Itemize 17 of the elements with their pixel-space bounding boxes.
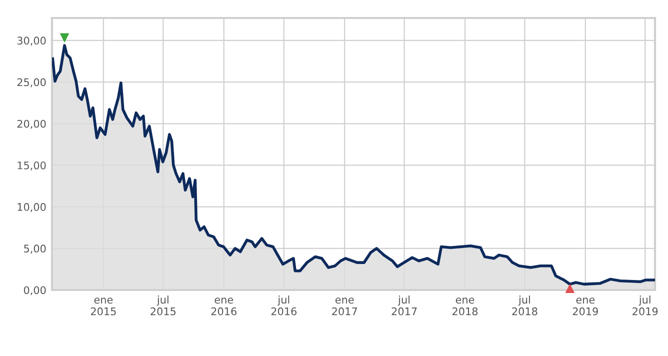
x-tick-label: jul 2016	[271, 296, 296, 316]
x-tick-label: ene 2018	[452, 298, 478, 316]
y-tick-label: 15,00	[18, 161, 46, 170]
x-tick-label: jul 2019	[632, 296, 658, 316]
x-tick-label: jul 2018	[512, 296, 538, 316]
y-tick-label: 25,00	[17, 78, 46, 88]
y-tick-label: 5,00	[24, 244, 46, 254]
x-tick-label: jul 2015	[150, 296, 176, 316]
x-tick-label: ene 2016	[211, 298, 236, 316]
x-tick-label: ene 2019	[572, 298, 598, 316]
y-tick-label: 20,00	[17, 120, 46, 129]
x-tick-label: ene 2015	[90, 298, 116, 316]
y-tick-label: 10,00	[18, 203, 46, 212]
y-tick-label: 30,00	[17, 36, 46, 46]
x-tick-label: ene 2017	[332, 298, 357, 316]
x-tick-label: jul 2017	[392, 296, 417, 316]
y-tick-label: 0,00	[24, 286, 46, 296]
